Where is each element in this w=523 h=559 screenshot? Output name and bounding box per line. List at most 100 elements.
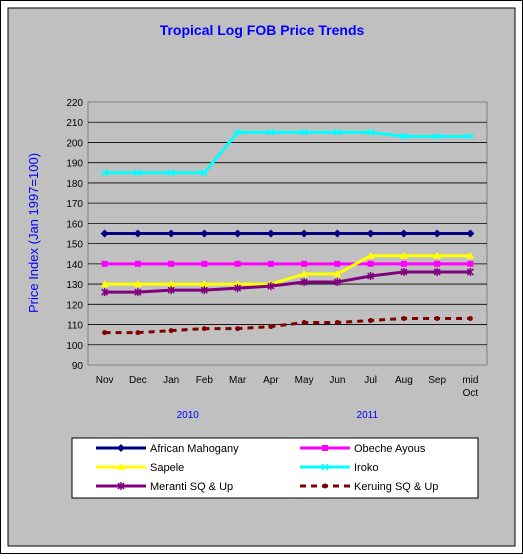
y-tick-label: 200 bbox=[66, 138, 83, 149]
year-label: 2011 bbox=[357, 410, 379, 421]
data-point bbox=[401, 315, 407, 321]
data-point bbox=[133, 280, 142, 288]
data-point bbox=[267, 128, 275, 136]
data-point bbox=[300, 278, 308, 287]
data-point bbox=[200, 229, 209, 238]
data-point bbox=[100, 229, 109, 238]
data-point bbox=[467, 315, 473, 321]
data-point bbox=[400, 267, 408, 276]
y-tick-label: 190 bbox=[66, 159, 83, 170]
data-point bbox=[301, 320, 307, 326]
data-point bbox=[400, 260, 407, 267]
legend-label: Obeche Ayous bbox=[354, 443, 426, 455]
data-point bbox=[268, 324, 274, 330]
data-point bbox=[200, 286, 208, 295]
data-point bbox=[434, 315, 440, 321]
y-tick-label: 100 bbox=[66, 341, 83, 352]
data-point bbox=[168, 260, 175, 267]
legend-item: Sapele bbox=[96, 462, 184, 474]
y-axis-ticks: 90 100 110 120 130 140 150 160 170 180 190 200 210 22… bbox=[66, 98, 83, 372]
series-obeche-ayous bbox=[101, 260, 474, 267]
data-point bbox=[234, 128, 242, 136]
data-point bbox=[333, 269, 342, 277]
data-point bbox=[466, 132, 474, 140]
data-point bbox=[134, 260, 141, 267]
legend-item: Meranti SQ & Up bbox=[96, 481, 233, 493]
x-tick-label: Jun bbox=[329, 375, 345, 386]
data-point bbox=[333, 128, 341, 136]
data-point bbox=[233, 229, 242, 238]
data-point bbox=[167, 229, 176, 238]
legend-item: Iroko bbox=[300, 462, 378, 474]
legend-label: Sapele bbox=[150, 462, 184, 474]
y-tick-label: 140 bbox=[66, 260, 83, 271]
data-point bbox=[300, 269, 309, 277]
series-layer bbox=[100, 128, 475, 336]
data-point bbox=[466, 229, 475, 238]
year-label: 2010 bbox=[177, 410, 200, 421]
x-tick-label: Apr bbox=[263, 375, 279, 386]
x-tick-label: Feb bbox=[196, 375, 214, 386]
data-point bbox=[400, 132, 408, 140]
data-point bbox=[301, 260, 308, 267]
data-point bbox=[367, 260, 374, 267]
y-tick-label: 110 bbox=[67, 321, 83, 332]
legend-label: African Mahogany bbox=[150, 443, 239, 455]
x-tick-label: Mar bbox=[229, 375, 247, 386]
legend-label: Meranti SQ & Up bbox=[150, 481, 233, 493]
legend-item: African Mahogany bbox=[96, 443, 239, 455]
legend-label: Keruing SQ & Up bbox=[354, 481, 438, 493]
y-tick-label: 220 bbox=[66, 98, 83, 109]
data-point bbox=[266, 229, 275, 238]
x-tick-label: Jul bbox=[364, 375, 377, 386]
data-point bbox=[133, 229, 142, 238]
data-point bbox=[321, 463, 329, 471]
data-point bbox=[135, 330, 141, 336]
data-point bbox=[134, 169, 142, 177]
data-point bbox=[234, 260, 241, 267]
x-tick-label: Sep bbox=[428, 375, 446, 386]
data-point bbox=[433, 251, 442, 259]
y-tick-label: 170 bbox=[66, 199, 83, 210]
legend-label: Iroko bbox=[354, 462, 378, 474]
data-point bbox=[100, 280, 109, 288]
series-line bbox=[104, 270, 471, 294]
data-point bbox=[200, 169, 208, 177]
data-point bbox=[368, 317, 374, 323]
data-point bbox=[433, 229, 442, 238]
data-point bbox=[167, 169, 175, 177]
series-meranti-sq-up bbox=[101, 267, 474, 297]
data-point bbox=[101, 169, 109, 177]
x-tick-label: Dec bbox=[129, 375, 147, 386]
x-tick-label: May bbox=[295, 375, 314, 386]
data-point bbox=[134, 288, 142, 297]
x-tick-label: Aug bbox=[395, 375, 413, 386]
data-point bbox=[167, 286, 175, 295]
data-point bbox=[200, 280, 209, 288]
data-point bbox=[399, 229, 408, 238]
x-axis-ticks: Nov Dec Jan Feb Mar Apr May Jun Jul Aug Sep mid Oct bbox=[96, 375, 479, 399]
data-point bbox=[467, 260, 474, 267]
data-point bbox=[267, 260, 274, 267]
data-point bbox=[334, 260, 341, 267]
data-point bbox=[101, 288, 109, 297]
data-point bbox=[322, 483, 328, 489]
data-point bbox=[235, 326, 241, 332]
data-point bbox=[168, 328, 174, 334]
x-tick-label: Jan bbox=[163, 375, 179, 386]
legend-item: Obeche Ayous bbox=[300, 443, 426, 455]
series-line bbox=[104, 254, 471, 286]
data-point bbox=[466, 251, 475, 259]
legend-item: Keruing SQ & Up bbox=[300, 481, 438, 493]
data-point bbox=[234, 284, 242, 293]
series-line bbox=[104, 130, 471, 175]
data-point bbox=[434, 260, 441, 267]
data-point bbox=[300, 229, 309, 238]
data-point bbox=[201, 260, 208, 267]
data-point bbox=[367, 271, 375, 280]
data-point bbox=[466, 267, 474, 276]
data-point bbox=[367, 128, 375, 136]
data-point bbox=[334, 320, 340, 326]
x-tick-label: Nov bbox=[96, 375, 114, 386]
